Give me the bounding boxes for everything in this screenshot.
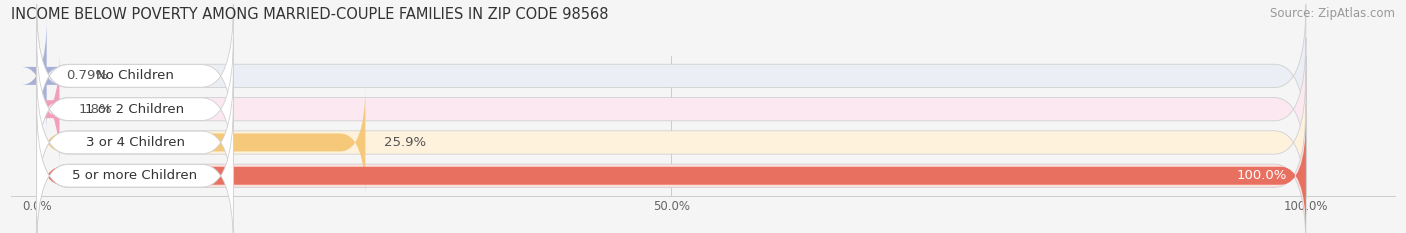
FancyBboxPatch shape xyxy=(37,71,233,214)
Text: 100.0%: 100.0% xyxy=(1236,169,1286,182)
Text: 1.8%: 1.8% xyxy=(79,103,112,116)
FancyBboxPatch shape xyxy=(37,4,233,148)
FancyBboxPatch shape xyxy=(21,18,62,134)
Text: INCOME BELOW POVERTY AMONG MARRIED-COUPLE FAMILIES IN ZIP CODE 98568: INCOME BELOW POVERTY AMONG MARRIED-COUPL… xyxy=(11,7,609,22)
FancyBboxPatch shape xyxy=(37,37,233,181)
FancyBboxPatch shape xyxy=(37,4,1306,147)
FancyBboxPatch shape xyxy=(34,51,62,167)
FancyBboxPatch shape xyxy=(37,104,1306,233)
FancyBboxPatch shape xyxy=(37,118,1306,233)
Text: 1 or 2 Children: 1 or 2 Children xyxy=(86,103,184,116)
Text: 25.9%: 25.9% xyxy=(384,136,426,149)
Text: 3 or 4 Children: 3 or 4 Children xyxy=(86,136,184,149)
FancyBboxPatch shape xyxy=(37,71,1306,214)
FancyBboxPatch shape xyxy=(37,85,366,200)
Text: No Children: No Children xyxy=(96,69,174,82)
Text: 5 or more Children: 5 or more Children xyxy=(73,169,198,182)
Text: 0.79%: 0.79% xyxy=(66,69,108,82)
Text: Source: ZipAtlas.com: Source: ZipAtlas.com xyxy=(1270,7,1395,20)
FancyBboxPatch shape xyxy=(37,104,233,233)
FancyBboxPatch shape xyxy=(37,38,1306,181)
